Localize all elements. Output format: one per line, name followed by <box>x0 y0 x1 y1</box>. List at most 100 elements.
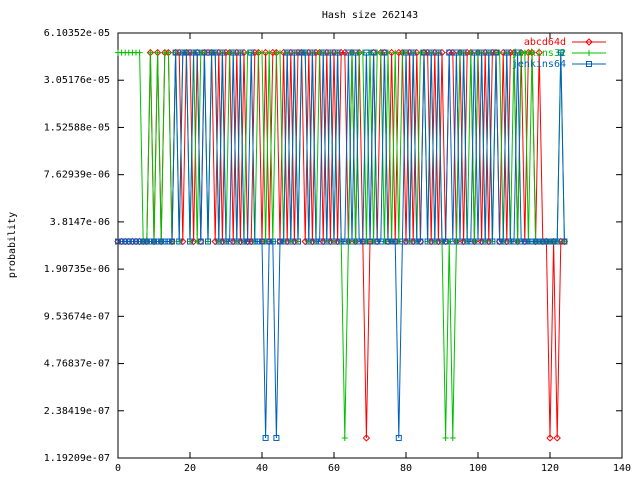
point <box>413 238 420 245</box>
point <box>345 49 352 56</box>
point <box>279 48 288 57</box>
point <box>175 48 183 57</box>
point <box>244 238 251 245</box>
point <box>370 238 377 245</box>
point <box>417 238 424 245</box>
point <box>248 49 255 56</box>
point <box>284 49 291 56</box>
legend-label: jenkins32 <box>512 48 566 59</box>
point <box>485 237 493 246</box>
point <box>427 237 435 246</box>
point <box>291 49 298 56</box>
point <box>305 238 312 245</box>
point <box>467 49 474 56</box>
point <box>133 238 139 245</box>
point <box>179 237 187 246</box>
point <box>511 238 517 245</box>
point <box>453 49 460 56</box>
point <box>449 48 457 57</box>
point <box>409 237 417 246</box>
point <box>525 238 532 245</box>
point <box>241 238 247 245</box>
point <box>247 237 255 246</box>
x-tick-label: 0 <box>115 463 121 474</box>
legend-marker <box>586 50 592 56</box>
point <box>233 48 241 57</box>
point <box>363 238 370 245</box>
point <box>302 49 309 56</box>
y-tick-label: 2.38419e-07 <box>44 406 110 417</box>
point <box>459 237 468 246</box>
point <box>395 238 402 245</box>
point <box>482 238 489 245</box>
point <box>514 238 521 245</box>
point <box>511 49 517 56</box>
point <box>496 238 503 245</box>
point <box>345 238 352 245</box>
point <box>147 49 154 56</box>
point <box>518 238 525 245</box>
x-tick-label: 20 <box>184 463 196 474</box>
point <box>205 238 211 245</box>
point <box>218 237 227 246</box>
point <box>406 238 413 245</box>
point <box>194 49 201 56</box>
point <box>290 237 299 246</box>
point <box>435 49 442 56</box>
point <box>507 238 514 245</box>
point <box>326 237 335 246</box>
legend-marker <box>585 38 593 46</box>
point <box>183 49 190 56</box>
point <box>453 238 460 245</box>
point <box>535 48 543 57</box>
point <box>532 238 539 245</box>
point <box>208 49 215 56</box>
point <box>219 49 226 56</box>
point <box>489 238 496 245</box>
point <box>536 238 543 245</box>
point <box>143 238 150 245</box>
point <box>431 238 438 245</box>
point <box>118 238 125 245</box>
point <box>529 49 535 56</box>
point <box>481 48 489 57</box>
point <box>529 238 535 245</box>
point <box>266 238 273 245</box>
point <box>187 238 193 245</box>
point <box>341 48 349 57</box>
point <box>136 238 143 245</box>
point <box>403 49 409 56</box>
point <box>471 49 478 56</box>
point <box>439 238 445 245</box>
point <box>331 238 337 245</box>
point <box>493 49 499 56</box>
chart-title: Hash size 262143 <box>322 10 418 21</box>
series-line <box>118 52 565 438</box>
point <box>413 48 421 57</box>
point <box>467 238 474 245</box>
point <box>327 49 334 56</box>
x-tick-label: 80 <box>400 463 412 474</box>
y-tick-label: 7.62939e-06 <box>44 170 110 181</box>
point <box>201 49 208 56</box>
point <box>514 49 521 56</box>
point <box>496 49 503 56</box>
point <box>499 48 507 57</box>
point <box>259 49 265 56</box>
point <box>255 238 262 245</box>
point <box>298 49 305 56</box>
point <box>475 238 481 245</box>
point <box>543 238 550 245</box>
point <box>359 49 366 56</box>
point <box>280 238 287 245</box>
point <box>410 49 417 56</box>
point <box>165 238 172 245</box>
point <box>349 49 355 56</box>
point <box>546 434 554 442</box>
point <box>377 49 384 56</box>
point <box>176 238 183 245</box>
legend-marker <box>586 61 592 67</box>
point <box>172 49 179 56</box>
point <box>341 238 348 245</box>
